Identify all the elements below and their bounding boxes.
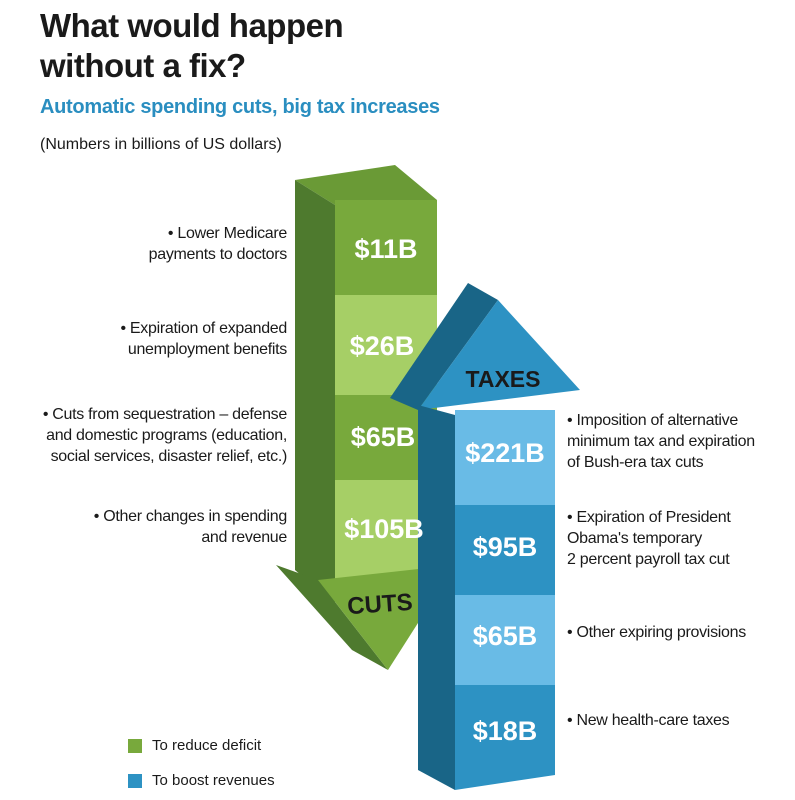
label-line: • Expiration of President bbox=[567, 509, 731, 526]
legend-item-taxes: To boost revenues bbox=[128, 772, 275, 789]
taxes-arrowhead-side bbox=[390, 283, 498, 410]
label-line: social services, disaster relief, etc.) bbox=[50, 448, 288, 465]
cuts-item-label: • Lower Medicare payments to doctors bbox=[0, 223, 288, 265]
value-label: $18B bbox=[473, 716, 538, 746]
cuts-top-face bbox=[295, 165, 437, 205]
taxes-item-label: • Other expiring provisions bbox=[567, 622, 792, 643]
cuts-bar-segment bbox=[335, 200, 437, 295]
subtitle: Automatic spending cuts, big tax increas… bbox=[40, 96, 440, 118]
value-label: $95B bbox=[473, 532, 538, 562]
page-title: What would happen without a fix? bbox=[40, 6, 344, 86]
cuts-item-label: • Cuts from sequestration – defense and d… bbox=[0, 404, 287, 467]
value-label: $65B bbox=[473, 621, 538, 651]
taxes-bar-segment bbox=[455, 595, 555, 685]
taxes-arrowhead bbox=[418, 300, 580, 410]
label-line: payments to doctors bbox=[148, 246, 288, 263]
label-line: minimum tax and expiration bbox=[567, 433, 755, 450]
taxes-item-label: • Expiration of President Obama's tempora… bbox=[567, 507, 792, 570]
cuts-item-label: • Other changes in spending and revenue bbox=[0, 506, 288, 548]
label-line: • New health-care taxes bbox=[567, 712, 730, 729]
label-line: • Other expiring provisions bbox=[567, 624, 746, 641]
taxes-bar-segment bbox=[455, 505, 555, 595]
value-label: $65B bbox=[351, 422, 416, 452]
value-label: $26B bbox=[350, 331, 415, 361]
taxes-side-face bbox=[418, 405, 455, 790]
title-line-2: without a fix? bbox=[40, 47, 246, 84]
label-line: and revenue bbox=[201, 529, 287, 546]
cuts-item-label: • Expiration of expanded unemployment ben… bbox=[0, 318, 287, 360]
legend-swatch-blue bbox=[128, 773, 142, 788]
legend-swatch-green bbox=[128, 738, 142, 753]
label-line: • Cuts from sequestration – defense bbox=[42, 406, 287, 423]
legend-item-cuts: To reduce deficit bbox=[128, 737, 261, 754]
label-line: unemployment benefits bbox=[127, 341, 287, 358]
cuts-arrowhead-side bbox=[276, 565, 388, 670]
label-line: and domestic programs (education, bbox=[46, 427, 287, 444]
cuts-label: CUTS bbox=[346, 589, 413, 620]
taxes-item-label: • New health-care taxes bbox=[567, 710, 792, 731]
taxes-label: TAXES bbox=[466, 366, 541, 392]
taxes-item-label: • Imposition of alternative minimum tax a… bbox=[567, 410, 792, 473]
label-line: • Other changes in spending bbox=[93, 508, 288, 525]
value-label: $11B bbox=[354, 234, 417, 264]
cuts-side-face bbox=[295, 180, 335, 605]
taxes-bar-segment bbox=[455, 410, 555, 505]
label-line: • Imposition of alternative bbox=[567, 412, 738, 429]
value-label: $221B bbox=[465, 438, 545, 468]
label-line: 2 percent payroll tax cut bbox=[567, 551, 730, 568]
label-line: of Bush-era tax cuts bbox=[567, 454, 704, 471]
legend-label: To boost revenues bbox=[152, 772, 275, 789]
label-line: Obama's temporary bbox=[567, 530, 702, 547]
legend-label: To reduce deficit bbox=[152, 737, 262, 754]
value-label: $105B bbox=[344, 514, 424, 544]
label-line: • Lower Medicare bbox=[167, 225, 287, 242]
units-note: (Numbers in billions of US dollars) bbox=[40, 136, 282, 153]
title-line-1: What would happen bbox=[40, 7, 344, 44]
taxes-bar-segment bbox=[455, 685, 555, 790]
label-line: • Expiration of expanded bbox=[120, 320, 287, 337]
